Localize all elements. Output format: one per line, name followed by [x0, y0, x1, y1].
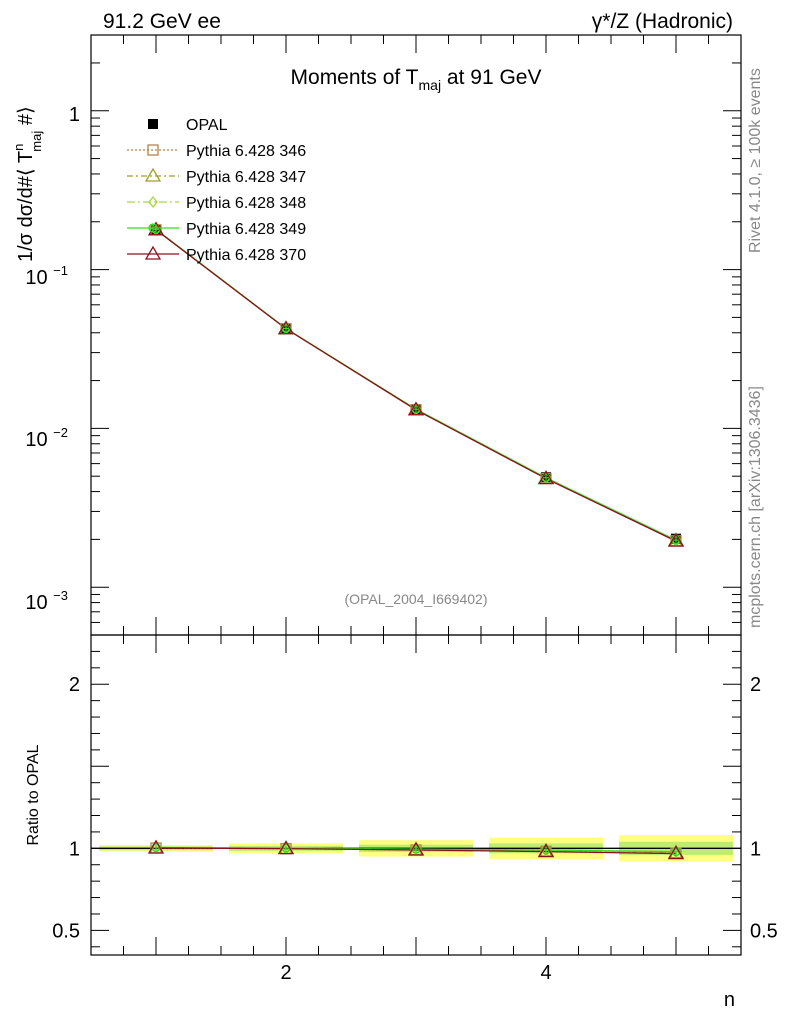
ratio-marker-series-4 — [667, 845, 685, 860]
main-layer — [147, 221, 685, 547]
ratio-y-tick-label-1: 1 — [69, 838, 80, 860]
y-tick-0.001-exp: −3 — [53, 588, 68, 603]
ratio-panel-frame — [90, 634, 742, 956]
chart-title: Moments of Tmaj at 91 GeV — [291, 66, 542, 93]
y-tick-0.1-base: 10 — [25, 267, 47, 289]
legend-label-347: Pythia 6.428 347 — [186, 169, 306, 186]
chart-title-main: Moments of T — [291, 66, 419, 89]
rivet-label: Rivet 4.1.0, ≥ 100k events — [747, 68, 764, 253]
ratio-marker-series-3 — [411, 844, 421, 854]
legend-label-370: Pythia 6.428 370 — [186, 247, 306, 264]
ratio-marker-series-4 — [407, 841, 425, 856]
legend-label-348: Pythia 6.428 348 — [186, 195, 306, 212]
ratio-y-tick-label-2-right: 2 — [750, 674, 761, 696]
y-axis-title-sup: n — [11, 144, 26, 151]
y-axis-title-sub: maj — [29, 131, 44, 152]
legend-label-opal: OPAL — [186, 117, 228, 134]
ratio-y-tick-label-0.5-right: 0.5 — [750, 920, 778, 942]
y-tick-0.1-exp: −1 — [53, 263, 68, 278]
y-axis-title-base: 1/σ dσ/d#⟨ T — [15, 151, 37, 262]
y-tick-label-0.01: 10 −2 — [25, 425, 68, 451]
ratio-layer — [91, 835, 741, 862]
x-axis-title: n — [724, 989, 735, 1011]
main-marker-series-4 — [667, 532, 685, 547]
header-left: 91.2 GeV ee — [103, 10, 221, 33]
x-tick-label-4: 4 — [540, 962, 551, 984]
mcplots-label: mcplots.cern.ch [arXiv:1306.3436] — [747, 386, 764, 628]
main-line-series-2 — [155, 229, 677, 542]
ratio-marker-series-4 — [147, 839, 165, 854]
ratio-marker-series-4 — [537, 843, 555, 858]
y-tick-label-0.1: 10 −1 — [25, 263, 68, 289]
axis-ticks — [90, 34, 742, 955]
y-tick-0.001-base: 10 — [25, 592, 47, 614]
main-line-series-0 — [155, 229, 677, 542]
legend-symbol-series-4 — [144, 245, 162, 260]
main-marker-series-4 — [537, 470, 555, 485]
main-marker-series-4 — [277, 320, 295, 335]
ratio-y-tick-label-0.5: 0.5 — [52, 920, 80, 942]
y-axis-title-tail: #⟩ — [15, 106, 37, 130]
y-tick-0.01-exp: −2 — [53, 425, 68, 440]
y-axis-title-ratio: Ratio to OPAL — [25, 744, 42, 845]
legend-symbol-series-0 — [147, 144, 159, 156]
main-line-series-4 — [155, 229, 677, 542]
y-tick-label-0.001: 10 −3 — [25, 588, 68, 614]
chart-title-tail: at 91 GeV — [441, 66, 541, 89]
main-marker-series-4 — [407, 401, 425, 416]
main-line-series-1 — [155, 229, 677, 542]
header-right: γ*/Z (Hadronic) — [592, 10, 733, 33]
main-line-series-3 — [155, 228, 677, 541]
y-tick-1-base: 1 — [69, 104, 80, 126]
y-tick-0.01-base: 10 — [25, 429, 47, 451]
ratio-y-tick-label-2: 2 — [69, 674, 80, 696]
analysis-annotation: (OPAL_2004_I669402) — [345, 591, 488, 607]
x-tick-label-2: 2 — [280, 962, 291, 984]
legend-symbol-series-2 — [148, 195, 158, 209]
legend-label-349: Pythia 6.428 349 — [186, 221, 306, 238]
y-tick-label-1: 1 — [69, 104, 80, 126]
ratio-marker-series-4 — [277, 840, 295, 855]
legend-symbol-opal — [148, 119, 158, 129]
legend-symbol-series-3 — [148, 223, 158, 233]
ratio-y-tick-label-1-right: 1 — [750, 838, 761, 860]
legend-label-346: Pythia 6.428 346 — [186, 143, 306, 160]
y-axis-title-main: 1/σ dσ/d#⟨ Tn maj #⟩ — [11, 106, 44, 262]
legend-symbol-series-1 — [144, 167, 162, 182]
chart-title-sub: maj — [419, 77, 442, 93]
main-marker-series-3 — [541, 473, 551, 483]
legend: OPAL Pythia 6.428 346 Pythia 6.428 347 P… — [127, 117, 306, 264]
